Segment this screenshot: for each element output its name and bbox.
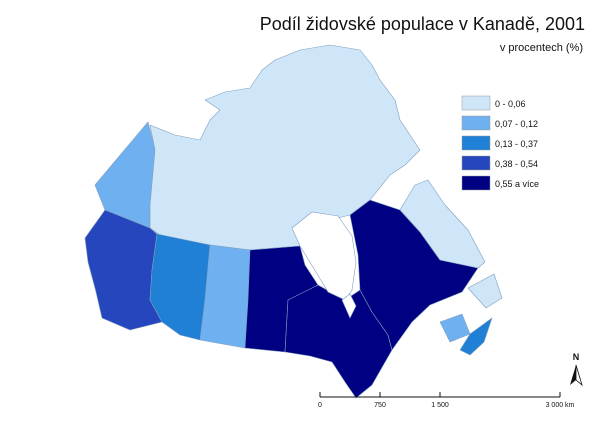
legend: 0 - 0,06 0,07 - 0,12 0,13 - 0,37 0,38 - 0,5… bbox=[461, 95, 539, 191]
legend-label: 0 - 0,06 bbox=[495, 99, 526, 109]
james-bay bbox=[341, 293, 357, 319]
british-columbia bbox=[84, 209, 163, 331]
scale-label: 3 000 km bbox=[546, 402, 575, 409]
legend-swatch bbox=[461, 115, 491, 131]
nova-scotia bbox=[459, 317, 493, 356]
arrow-left bbox=[570, 365, 576, 385]
labrador bbox=[399, 179, 486, 269]
scale-bar: 0 750 1 500 3 000 km bbox=[318, 392, 575, 409]
legend-swatch bbox=[461, 155, 491, 171]
hudson-bay bbox=[291, 211, 357, 301]
legend-label: 0,07 - 0,12 bbox=[495, 119, 538, 129]
arrow-right bbox=[575, 364, 583, 387]
map-subtitle: v procentech (%) bbox=[500, 42, 583, 54]
legend-swatch bbox=[461, 135, 491, 151]
legend-label: 0,38 - 0,54 bbox=[495, 159, 538, 169]
scale-label: 1 500 bbox=[431, 402, 449, 409]
legend-label: 0,55 a více bbox=[495, 179, 539, 189]
north-label: N bbox=[573, 352, 580, 362]
scale-label: 750 bbox=[374, 402, 386, 409]
north-arrow: N bbox=[570, 352, 583, 387]
newfoundland bbox=[467, 273, 503, 309]
scale-label: 0 bbox=[318, 402, 322, 409]
provinces bbox=[84, 44, 503, 399]
legend-label: 0,13 - 0,37 bbox=[495, 139, 538, 149]
legend-swatch bbox=[461, 95, 491, 111]
legend-swatch bbox=[461, 175, 491, 191]
map-title: Podíl židovské populace v Kanadě, 2001 bbox=[260, 14, 585, 34]
